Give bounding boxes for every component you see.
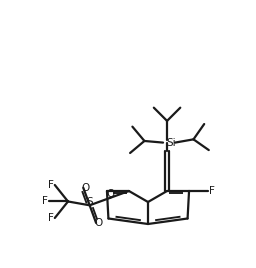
Text: Si: Si — [166, 137, 176, 148]
Text: O: O — [94, 218, 102, 228]
Text: F: F — [42, 196, 48, 206]
Text: O: O — [81, 183, 89, 193]
Text: F: F — [48, 213, 54, 223]
Text: F: F — [209, 186, 215, 196]
Text: F: F — [48, 180, 54, 190]
Text: O: O — [106, 189, 114, 199]
Text: S: S — [86, 197, 93, 207]
